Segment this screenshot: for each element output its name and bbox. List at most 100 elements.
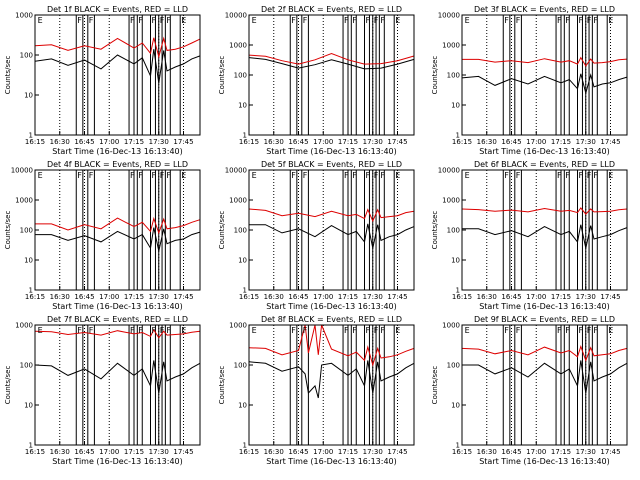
y-tick-label: 100 — [234, 72, 247, 80]
x-tick-label: 17:00 — [313, 138, 333, 146]
marker-label: E — [395, 326, 400, 335]
y-axis-label: Counts/sec — [218, 211, 226, 250]
x-tick-label: 16:30 — [477, 293, 497, 301]
y-tick-label: 10 — [238, 102, 247, 110]
series-line — [461, 207, 628, 215]
marker-label: E — [181, 16, 186, 25]
x-tick-label: 16:15 — [25, 138, 45, 146]
series-line — [34, 49, 201, 84]
x-tick-label: 16:45 — [74, 138, 94, 146]
marker-label: F — [160, 326, 165, 335]
y-tick-label: 10000 — [438, 167, 460, 175]
marker-label: F — [380, 171, 385, 180]
chart-title: Det 7f BLACK = Events, RED = LLD — [47, 315, 188, 324]
x-tick-label: 17:00 — [99, 138, 119, 146]
marker-label: F — [138, 171, 143, 180]
marker-label: F — [587, 16, 592, 25]
x-tick-label: 17:30 — [149, 293, 169, 301]
x-tick-label: 17:00 — [313, 448, 333, 456]
x-tick-label: 17:00 — [526, 448, 546, 456]
y-tick-label: 10 — [238, 257, 247, 265]
marker-label: F — [344, 16, 349, 25]
marker-label: F — [565, 326, 570, 335]
marker-label: F — [374, 326, 379, 335]
marker-label: F — [77, 171, 82, 180]
marker-label: F — [344, 171, 349, 180]
x-axis-label: Start Time (16-Dec-13 16:13:40) — [479, 302, 610, 311]
marker-label: E — [38, 326, 43, 335]
series-line — [462, 56, 628, 67]
x-tick-label: 16:45 — [288, 448, 308, 456]
x-tick-label: 17:30 — [363, 138, 383, 146]
y-tick-label: 100 — [20, 227, 33, 235]
marker-label: F — [380, 326, 385, 335]
x-tick-label: 17:30 — [149, 448, 169, 456]
x-tick-label: 17:00 — [526, 293, 546, 301]
y-tick-label: 1 — [456, 287, 460, 295]
x-tick-label: 16:15 — [452, 138, 472, 146]
marker-label: E — [465, 171, 470, 180]
x-axis-label: Start Time (16-Dec-13 16:13:40) — [266, 147, 397, 156]
marker-label: F — [130, 16, 135, 25]
marker-label: E — [38, 171, 43, 180]
marker-label: F — [516, 171, 521, 180]
x-tick-label: 17:30 — [576, 293, 596, 301]
marker-label: F — [565, 171, 570, 180]
marker-label: E — [608, 326, 613, 335]
y-tick-label: 10 — [238, 402, 247, 410]
marker-label: F — [565, 16, 570, 25]
marker-label: F — [380, 16, 385, 25]
marker-label: E — [252, 326, 257, 335]
marker-label: F — [138, 16, 143, 25]
y-tick-label: 1000 — [229, 42, 247, 50]
marker-label: F — [77, 16, 82, 25]
marker-label: E — [38, 16, 43, 25]
marker-label: F — [516, 326, 521, 335]
y-axis-label: Counts/sec — [218, 56, 226, 95]
y-tick-label: 100 — [20, 362, 33, 370]
chart-title: Det 1f BLACK = Events, RED = LLD — [47, 5, 188, 14]
y-axis-label: Counts/sec — [4, 56, 12, 95]
chart-title: Det 9f BLACK = Events, RED = LLD — [474, 315, 615, 324]
x-tick-label: 16:30 — [264, 448, 284, 456]
x-tick-label: 17:00 — [99, 293, 119, 301]
x-tick-label: 17:30 — [576, 448, 596, 456]
y-tick-label: 10 — [451, 102, 460, 110]
x-tick-label: 17:15 — [124, 138, 144, 146]
marker-label: F — [138, 326, 143, 335]
y-tick-label: 1000 — [442, 42, 460, 50]
y-tick-label: 10000 — [438, 12, 460, 20]
y-tick-label: 10 — [24, 92, 33, 100]
x-tick-label: 16:30 — [477, 448, 497, 456]
x-tick-label: 17:30 — [149, 138, 169, 146]
x-axis-label: Start Time (16-Dec-13 16:13:40) — [52, 147, 183, 156]
x-tick-label: 16:30 — [264, 138, 284, 146]
x-tick-label: 16:30 — [50, 448, 70, 456]
x-axis-label: Start Time (16-Dec-13 16:13:40) — [266, 302, 397, 311]
marker-label: E — [252, 16, 257, 25]
y-tick-label: 1 — [29, 287, 33, 295]
series-line — [35, 216, 201, 235]
plot-frame — [34, 324, 201, 446]
y-tick-label: 100 — [234, 362, 247, 370]
x-tick-label: 16:45 — [74, 448, 94, 456]
marker-label: F — [593, 171, 598, 180]
y-tick-label: 1000 — [229, 322, 247, 330]
y-tick-label: 10000 — [225, 12, 247, 20]
series-line — [35, 227, 201, 252]
chart-title: Det 6f BLACK = Events, RED = LLD — [474, 160, 615, 169]
y-tick-label: 1 — [29, 132, 33, 140]
y-tick-label: 1 — [456, 132, 460, 140]
x-tick-label: 16:15 — [25, 293, 45, 301]
marker-label: F — [152, 326, 157, 335]
marker-label: F — [303, 16, 308, 25]
x-tick-label: 16:45 — [501, 138, 521, 146]
marker-label: F — [303, 171, 308, 180]
series-line — [461, 73, 628, 96]
chart-panel: Det 2f BLACK = Events, RED = LLD 16:15 16:… — [218, 5, 415, 156]
series-line — [34, 36, 201, 59]
plot-frame — [461, 324, 628, 446]
marker-label: F — [593, 16, 598, 25]
y-tick-label: 10000 — [225, 167, 247, 175]
